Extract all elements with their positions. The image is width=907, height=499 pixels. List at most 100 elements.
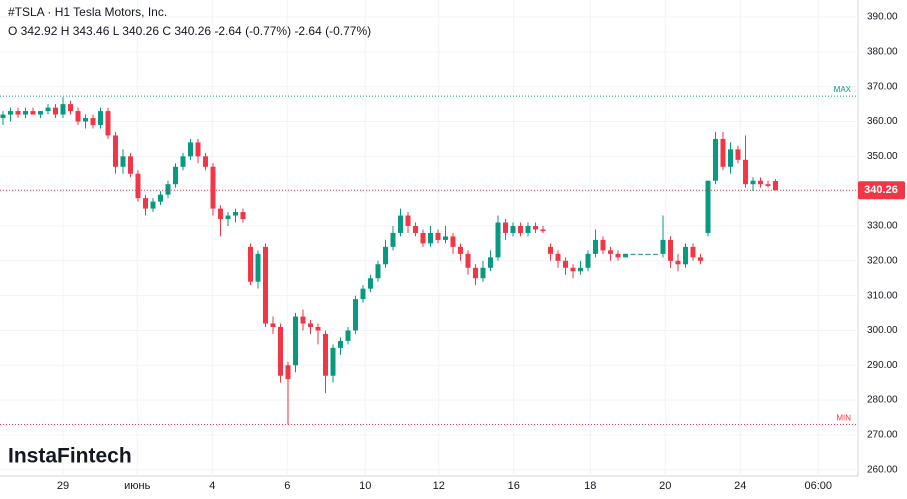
candle-body: [315, 326, 321, 331]
candle-body: [300, 316, 306, 324]
watermark: InstaFintech: [8, 445, 132, 468]
current-price-label: 340.26: [864, 184, 898, 196]
y-tick-label: 290.00: [867, 360, 898, 371]
candle-body: [225, 215, 231, 220]
candle-body: [233, 212, 238, 216]
candle-body: [495, 222, 501, 258]
chart-title: #TSLA · H1 Tesla Motors, Inc.: [8, 5, 167, 19]
candle-body: [615, 253, 621, 258]
candle-body: [593, 239, 598, 254]
x-tick-label: 18: [584, 480, 596, 492]
candle-body: [743, 159, 748, 185]
candle-body: [458, 246, 463, 254]
candle-body: [555, 253, 561, 261]
candle-body: [435, 232, 441, 240]
x-tick-label: 29: [57, 480, 69, 492]
candle-body: [578, 267, 583, 272]
candle-body: [533, 225, 538, 230]
candle-body: [600, 239, 606, 251]
candle-body: [720, 138, 726, 167]
candle-body: [90, 118, 96, 126]
x-tick-label: июнь: [124, 480, 150, 492]
candle-body: [398, 215, 403, 233]
candle-body: [465, 253, 471, 268]
candle-body: [675, 260, 681, 265]
candle-body: [15, 111, 21, 115]
candle-body: [45, 107, 51, 112]
x-tick-label: 20: [659, 480, 671, 492]
x-tick-label: 6: [284, 480, 290, 492]
y-tick-label: 280.00: [867, 395, 898, 406]
candle-body: [60, 104, 66, 115]
y-tick-label: 350.00: [867, 151, 898, 162]
candle-body: [585, 253, 591, 268]
y-tick-label: 330.00: [867, 221, 898, 232]
candle-body: [30, 111, 36, 115]
candle-body: [188, 142, 193, 157]
y-tick-label: 300.00: [867, 325, 898, 336]
candle-body: [158, 194, 163, 202]
candle-body: [330, 347, 336, 376]
candle-body: [75, 111, 81, 122]
y-tick-label: 390.00: [867, 12, 898, 23]
candle-body: [8, 111, 13, 115]
candle-body: [98, 111, 103, 126]
candle-body: [150, 201, 156, 209]
candle-body: [420, 232, 426, 244]
candle-body: [353, 299, 358, 331]
candle-body: [765, 184, 771, 186]
x-tick-label: 12: [433, 480, 445, 492]
candle-body: [173, 166, 178, 185]
candle-body: [360, 288, 366, 300]
candle-body: [0, 114, 6, 119]
candle-body: [638, 253, 643, 255]
candle-body: [120, 156, 126, 167]
candle-body: [23, 111, 28, 115]
candle-body: [218, 208, 223, 220]
candle-body: [630, 253, 636, 255]
candle-body: [210, 166, 216, 209]
x-tick-label: 16: [508, 480, 520, 492]
candle-body: [308, 323, 313, 327]
candle-body: [608, 250, 613, 254]
current-price-box: [858, 181, 905, 200]
candle-body: [713, 138, 718, 181]
x-tick-label: 4: [209, 480, 215, 492]
candle-body: [428, 232, 433, 244]
y-tick-label: 360.00: [867, 116, 898, 127]
candle-body: [473, 267, 478, 279]
y-tick-label: 310.00: [867, 290, 898, 301]
y-tick-label: 260.00: [867, 464, 898, 475]
candle-body: [263, 246, 268, 324]
reference-label: MAX: [834, 85, 852, 94]
candle-body: [383, 246, 388, 265]
candle-body: [623, 253, 628, 258]
candle-body: [510, 225, 516, 233]
candle-body: [653, 253, 658, 255]
x-tick-label: 10: [359, 480, 371, 492]
candle-body: [368, 278, 373, 289]
candle-body: [563, 260, 568, 268]
candle-body: [450, 236, 456, 247]
candle-body: [38, 111, 43, 115]
candle-body: [773, 180, 778, 191]
candle-body: [750, 180, 756, 185]
candle-body: [758, 180, 763, 185]
ohlc-legend: O 342.92 H 343.46 L 340.26 C 340.26 -2.6…: [8, 24, 371, 38]
candle-body: [203, 156, 208, 167]
candle-body: [698, 257, 703, 261]
candle-body: [270, 323, 276, 327]
candle-body: [443, 236, 448, 240]
reference-label: MIN: [836, 414, 851, 423]
candle-body: [645, 253, 651, 255]
candle-body: [735, 149, 741, 160]
candle-body: [293, 316, 298, 366]
candle-body: [53, 107, 58, 115]
candle-body: [165, 184, 171, 195]
candle-body: [248, 246, 253, 282]
candle-body: [375, 264, 381, 279]
candle-body: [143, 198, 148, 209]
y-tick-label: 320.00: [867, 255, 898, 266]
